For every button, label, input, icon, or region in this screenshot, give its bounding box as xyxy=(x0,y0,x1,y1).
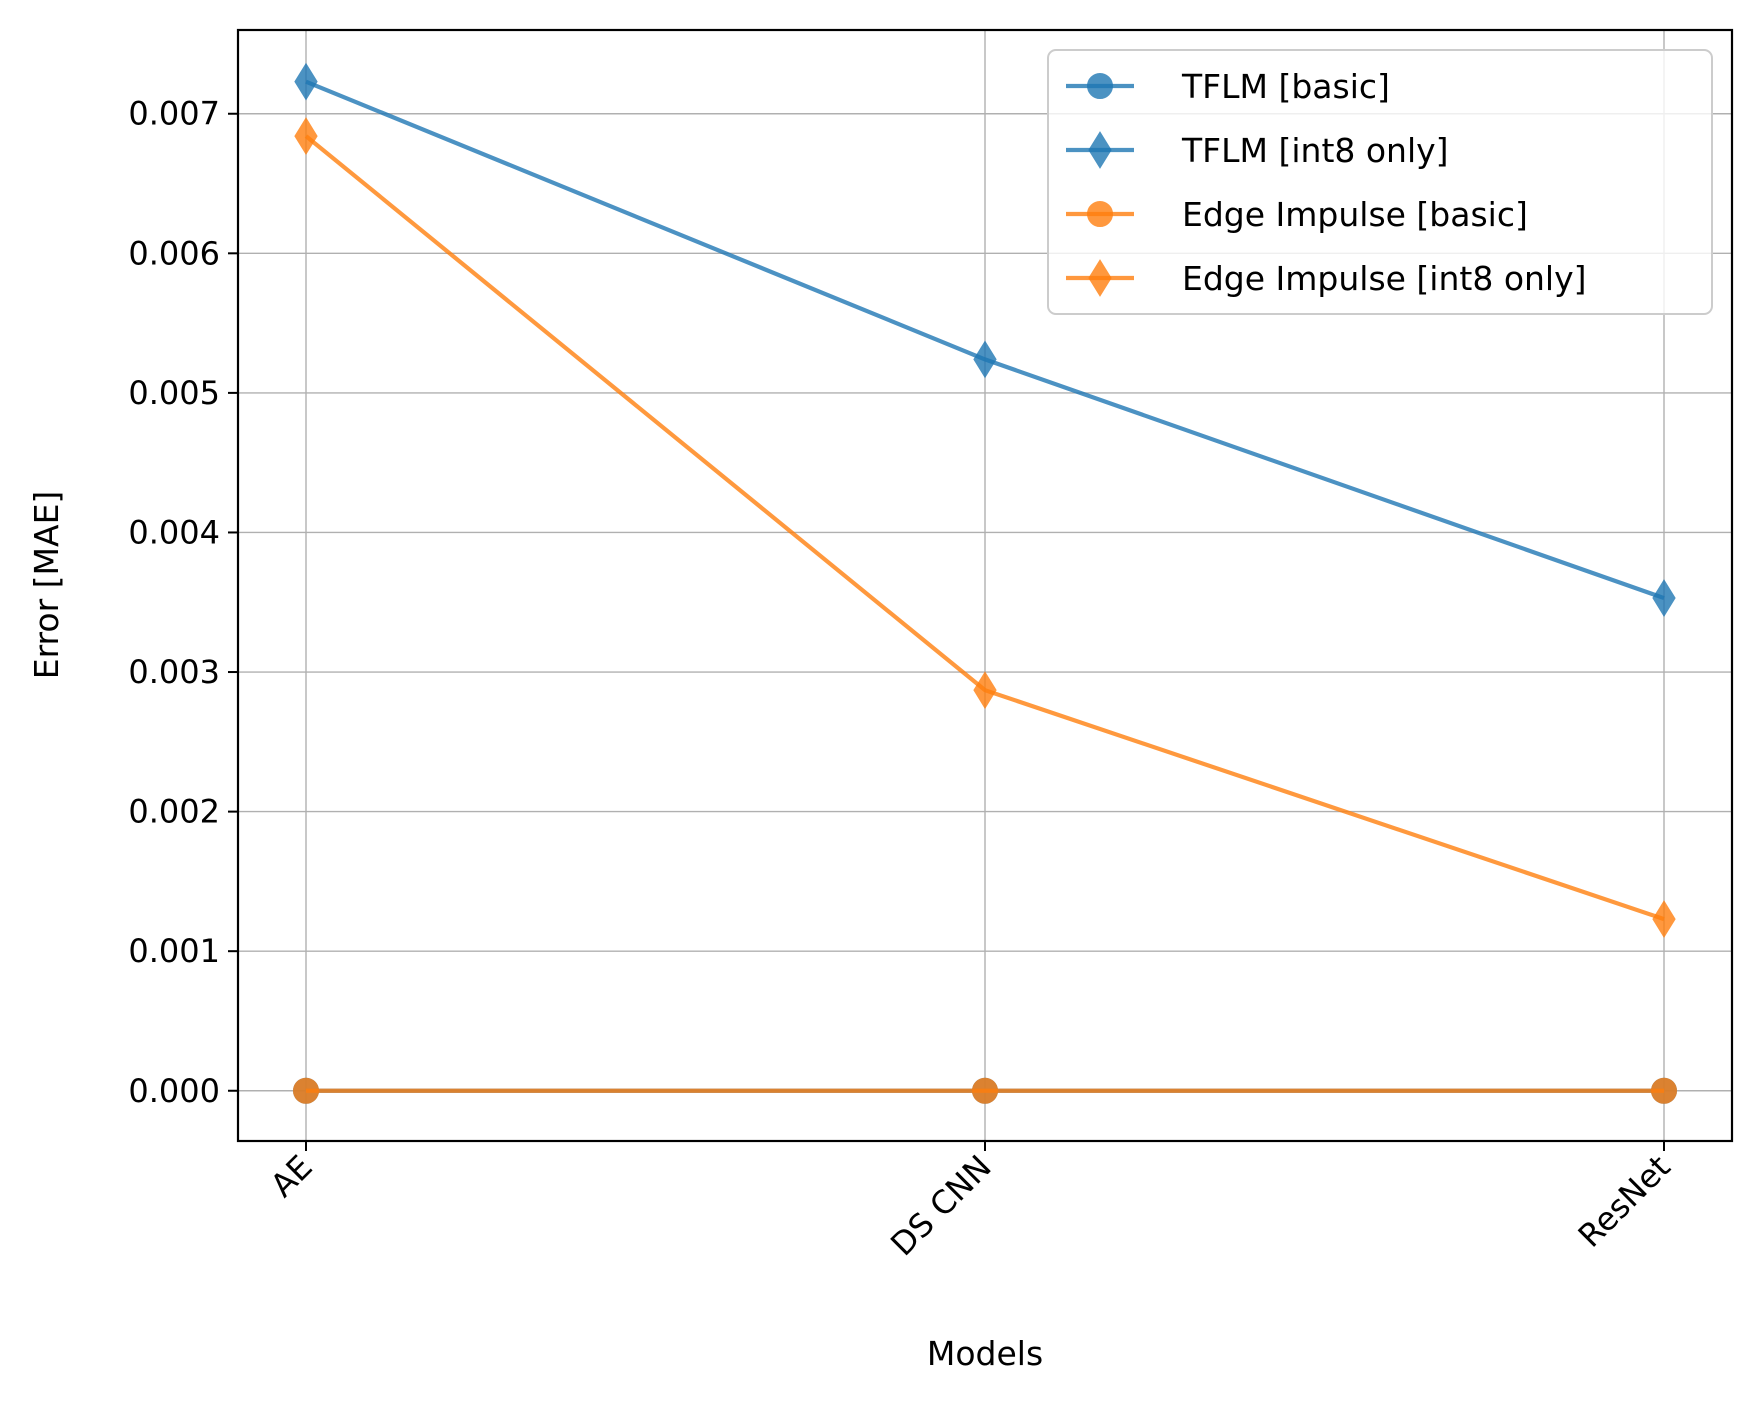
series-2 xyxy=(293,1077,1677,1104)
legend-marker xyxy=(1088,259,1112,297)
y-tick-label: 0.001 xyxy=(128,932,220,970)
legend-box xyxy=(1047,49,1713,315)
data-point xyxy=(972,1077,998,1104)
data-point xyxy=(1651,1077,1677,1104)
x-axis-title: Models xyxy=(927,1334,1043,1373)
y-tick-label: 0.005 xyxy=(128,374,220,412)
y-axis-title: Error [MAE] xyxy=(27,491,66,680)
y-tick-label: 0.003 xyxy=(128,653,220,691)
y-tick-label: 0.002 xyxy=(128,793,220,831)
data-point xyxy=(973,671,997,710)
series-3 xyxy=(294,117,1676,938)
legend: TFLM [basic] TFLM [int8 only] Edge Impulse… xyxy=(1047,49,1713,315)
data-point xyxy=(294,117,318,155)
legend-label: TFLM [int8 only] xyxy=(1181,131,1449,170)
legend-marker xyxy=(1088,131,1112,169)
legend-entry: TFLM [basic] xyxy=(1066,67,1390,106)
y-tick-label: 0.004 xyxy=(128,513,220,551)
legend-marker xyxy=(1087,73,1113,99)
x-tick-label: DS CNN xyxy=(883,1148,999,1264)
series-1 xyxy=(294,62,1676,617)
legend-label: Edge Impulse [basic] xyxy=(1182,195,1528,234)
series-layer xyxy=(293,62,1677,1104)
x-tick-label: ResNet xyxy=(1571,1148,1678,1255)
data-point xyxy=(1652,579,1676,617)
data-point xyxy=(293,1077,319,1104)
legend-label: Edge Impulse [int8 only] xyxy=(1182,259,1587,298)
legend-entry: Edge Impulse [basic] xyxy=(1066,195,1528,234)
legend-label: TFLM [basic] xyxy=(1181,67,1390,106)
data-point xyxy=(1652,900,1676,938)
y-tick-label: 0.006 xyxy=(128,234,220,272)
data-point xyxy=(294,62,318,101)
data-point xyxy=(973,340,997,379)
y-tick-label: 0.000 xyxy=(128,1072,220,1110)
legend-marker xyxy=(1087,201,1113,227)
legend-entry: Edge Impulse [int8 only] xyxy=(1066,259,1587,298)
x-tick-label: AE xyxy=(263,1148,320,1205)
legend-entry: TFLM [int8 only] xyxy=(1066,131,1449,170)
y-tick-label: 0.007 xyxy=(128,95,220,133)
